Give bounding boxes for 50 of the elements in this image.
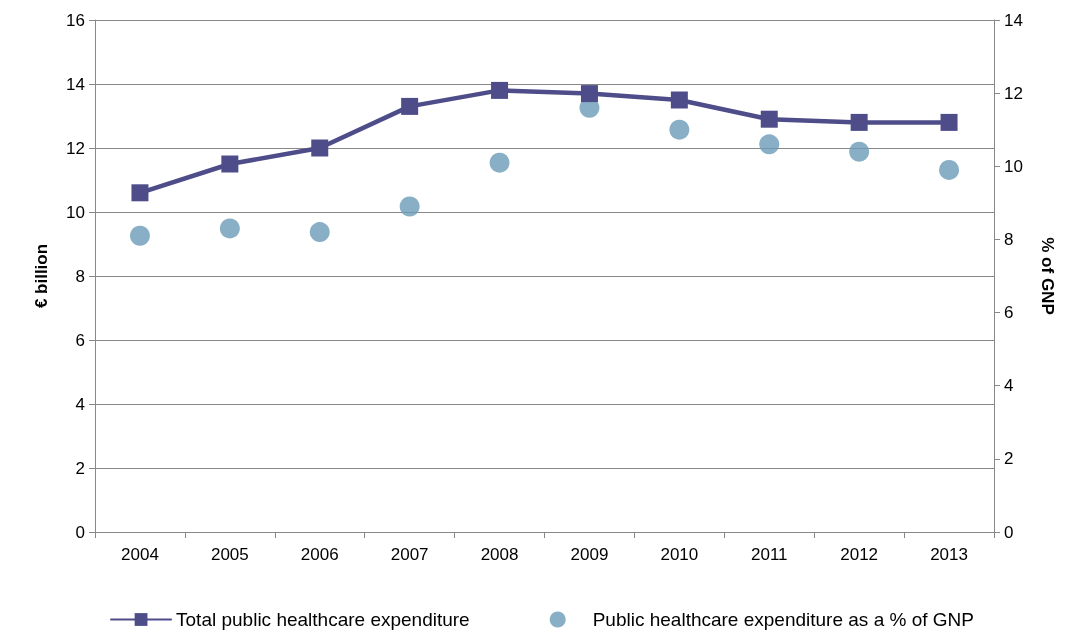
y2-tick-label: 12 <box>1004 83 1023 103</box>
y2-tick-label: 2 <box>1004 449 1014 469</box>
legend-label: Public healthcare expenditure as a % of GNP <box>592 609 974 630</box>
y2-tick-label: 8 <box>1004 229 1014 249</box>
x-tick-label: 2008 <box>480 545 519 564</box>
y2-tick-label: 0 <box>1004 522 1014 542</box>
x-tick-label: 2013 <box>930 545 968 564</box>
y2-tick-label: 4 <box>1004 376 1014 396</box>
point <box>401 97 419 115</box>
point <box>399 196 420 217</box>
x-tick-label: 2010 <box>660 545 699 564</box>
y2-tick-label: 6 <box>1004 303 1014 323</box>
legend-label: Total public healthcare expenditure <box>176 609 470 630</box>
x-tick-label: 2011 <box>750 545 788 564</box>
x-tick-label: 2005 <box>210 545 249 564</box>
point <box>939 159 960 180</box>
point <box>489 152 510 173</box>
point <box>309 222 330 243</box>
point <box>940 113 958 131</box>
y-tick-label: 12 <box>66 138 85 158</box>
x-tick-label: 2007 <box>390 545 429 564</box>
x-tick-label: 2006 <box>300 545 339 564</box>
point <box>850 113 868 131</box>
y-tick-label: 14 <box>66 74 85 94</box>
point <box>849 141 870 162</box>
point <box>221 155 239 173</box>
y2-axis-title: % of GNP <box>1038 237 1057 315</box>
y-tick-label: 16 <box>66 10 85 30</box>
point <box>131 184 149 202</box>
x-tick-label: 2012 <box>840 545 879 564</box>
point <box>311 139 329 157</box>
y-tick-label: 0 <box>75 522 85 542</box>
point <box>760 110 778 128</box>
y-tick-label: 6 <box>75 330 85 350</box>
x-tick-label: 2009 <box>570 545 609 564</box>
point <box>129 225 150 246</box>
y-tick-label: 8 <box>75 266 85 286</box>
point <box>491 81 509 99</box>
point <box>219 218 240 239</box>
y2-tick-label: 10 <box>1004 156 1023 176</box>
point <box>670 91 688 109</box>
y-tick-label: 10 <box>66 202 85 222</box>
y-tick-label: 2 <box>75 458 85 478</box>
y2-tick-label: 14 <box>1004 10 1023 30</box>
y-axis-title: € billion <box>32 243 51 309</box>
point <box>669 119 690 140</box>
point <box>759 134 780 155</box>
x-tick-label: 2004 <box>121 545 159 564</box>
y-tick-label: 4 <box>75 394 85 414</box>
point <box>580 85 598 103</box>
